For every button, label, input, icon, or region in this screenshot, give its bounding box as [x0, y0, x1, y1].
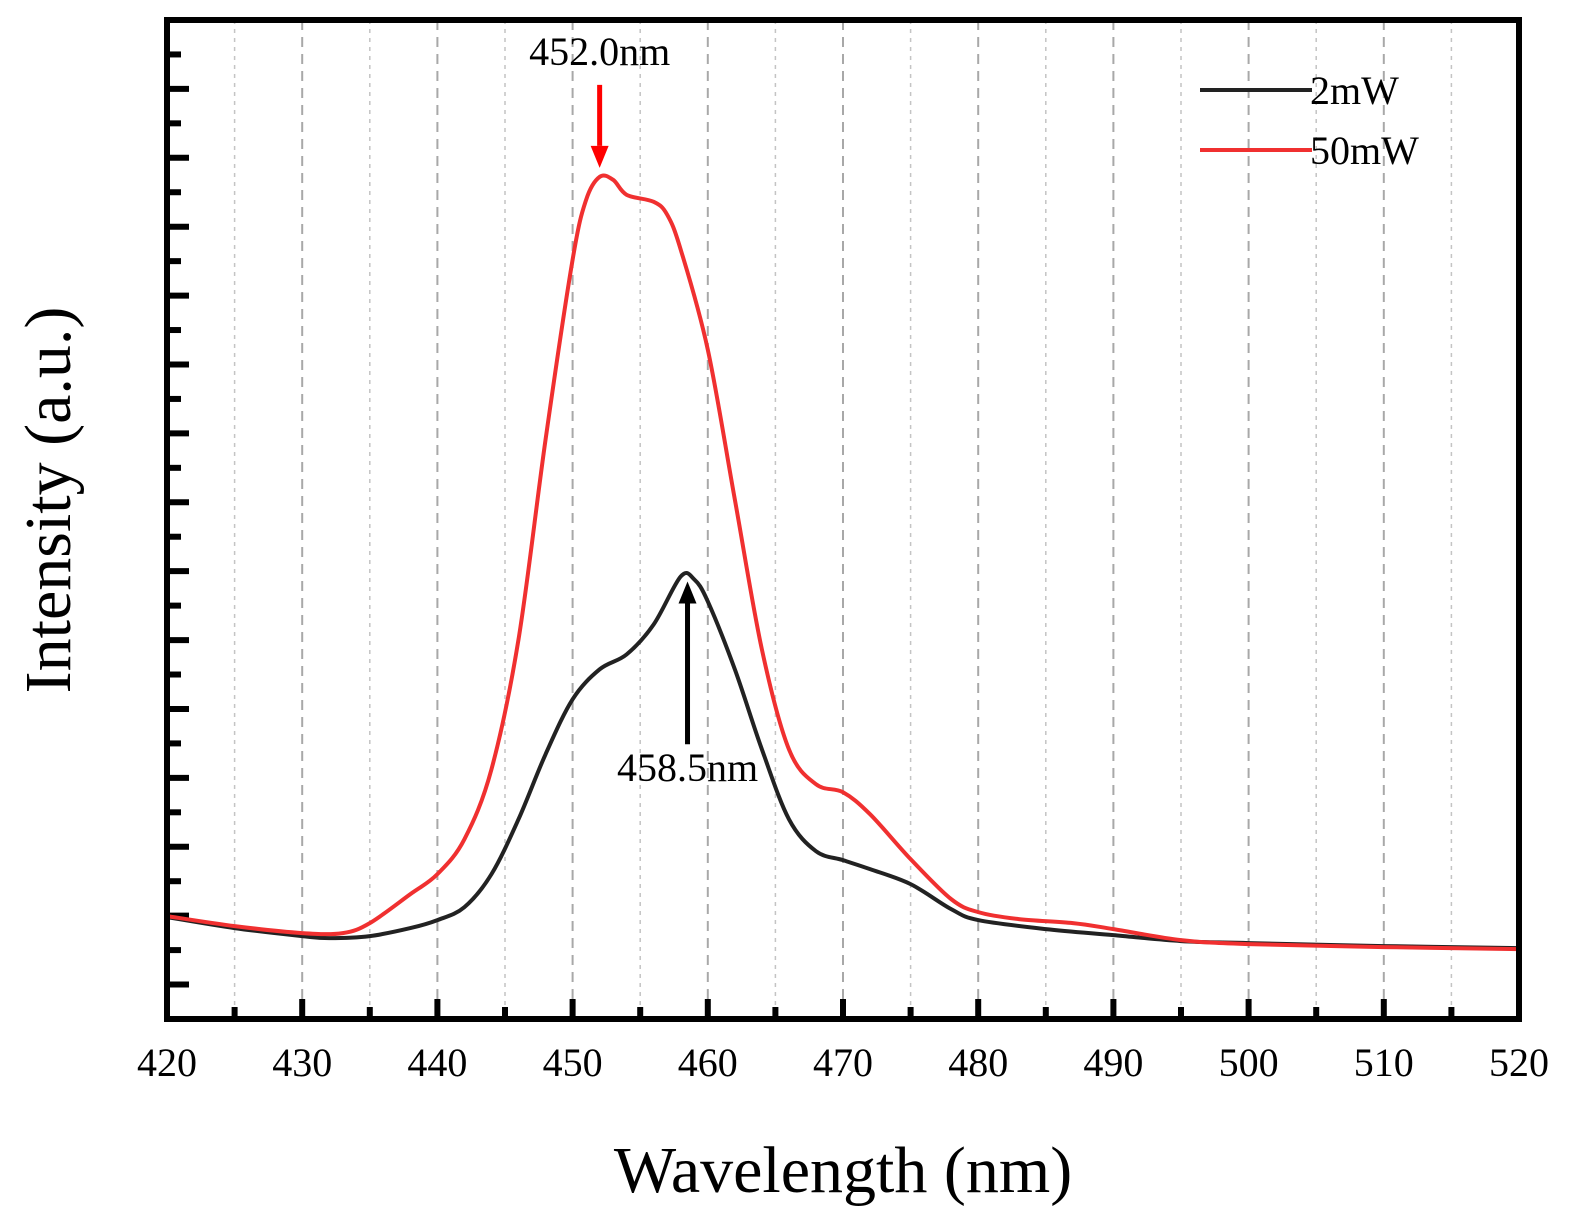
annotation-arrow-head-1 [678, 581, 697, 604]
x-tick-label-490: 490 [1083, 1040, 1143, 1085]
x-tick-label-480: 480 [948, 1040, 1008, 1085]
peak-annotations: 452.0nm 458.5nm [529, 29, 758, 790]
y-axis-title: Intensity (a.u.) [12, 307, 85, 694]
annotation-label-0: 452.0nm [529, 29, 670, 74]
axis-ticks [167, 51, 1455, 1019]
x-tick-label-440: 440 [407, 1040, 467, 1085]
legend: 2mW 50mW [1200, 68, 1419, 173]
series-line-50mW [165, 173, 1521, 952]
x-axis-title: Wavelength (nm) [614, 1134, 1072, 1207]
series-lines [165, 173, 1521, 952]
grid-lines [233, 20, 1453, 1019]
x-tick-label-430: 430 [272, 1040, 332, 1085]
annotation-arrow-head-0 [590, 145, 609, 168]
x-tick-label-460: 460 [678, 1040, 738, 1085]
plot-frame [164, 17, 1522, 1022]
x-tick-label-450: 450 [543, 1040, 603, 1085]
x-tick-label-420: 420 [137, 1040, 197, 1085]
x-tick-label-470: 470 [813, 1040, 873, 1085]
legend-label-2mW: 2mW [1310, 68, 1399, 113]
annotation-label-1: 458.5nm [617, 745, 758, 790]
series-line-2mW [165, 571, 1521, 951]
x-tick-label-500: 500 [1219, 1040, 1279, 1085]
x-tick-labels: 420 430 440 450 460 470 480 490 500 510 520 [137, 1040, 1549, 1085]
legend-label-50mW: 50mW [1310, 128, 1419, 173]
x-tick-label-510: 510 [1354, 1040, 1414, 1085]
x-tick-label-520: 520 [1489, 1040, 1549, 1085]
